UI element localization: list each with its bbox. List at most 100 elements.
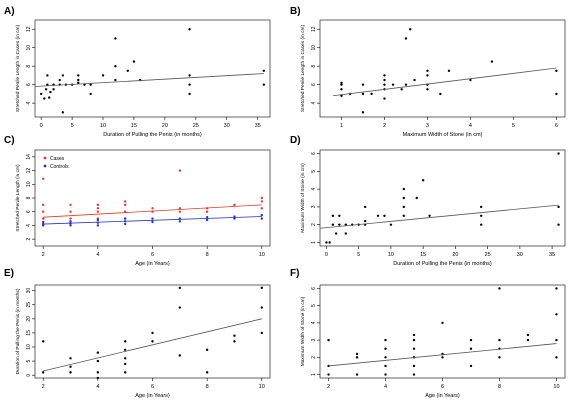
data-point: [123, 340, 127, 343]
data-point: [334, 232, 338, 235]
y-axis-label: Stretched Penile Length in Cases (in cm): [300, 25, 306, 113]
data-point: [96, 218, 100, 222]
data-point: [69, 357, 72, 360]
y-tick-label: 1: [311, 373, 317, 376]
panel-3: C) 2 4 6 8 10 2 4 6 8 10 12 14 Age (in Years) Stretche…: [4, 135, 271, 267]
data-point: [151, 331, 154, 335]
data-point: [415, 196, 418, 200]
y-axis-label: Stretched Penile Length (in cm): [15, 164, 21, 232]
x-tick-label: 25: [485, 252, 491, 258]
data-point: [41, 217, 45, 220]
y-tick-label: 12: [311, 26, 317, 32]
data-point: [260, 331, 264, 335]
trend-line: [34, 73, 264, 87]
data-point: [96, 351, 100, 354]
y-tick-label: 1: [311, 241, 317, 244]
data-point: [188, 74, 191, 77]
data-point: [69, 217, 72, 220]
data-point: [262, 69, 266, 73]
data-point: [132, 60, 136, 63]
data-point: [469, 338, 473, 342]
data-point: [412, 364, 416, 368]
data-point: [151, 217, 154, 220]
data-point: [555, 313, 558, 316]
x-tick-label: 20: [452, 252, 458, 258]
data-point: [376, 214, 380, 217]
data-point: [123, 203, 127, 207]
y-tick-label: 6: [26, 210, 32, 213]
x-tick-label: 3: [426, 123, 429, 129]
data-point: [402, 196, 406, 200]
data-point: [355, 373, 359, 376]
data-point: [96, 207, 100, 210]
data-point: [412, 333, 416, 337]
data-point: [338, 214, 341, 217]
data-point: [69, 371, 72, 374]
data-point: [340, 81, 343, 85]
x-tick-label: 25: [193, 123, 199, 129]
data-point: [498, 287, 501, 290]
y-tick-label: 3: [311, 339, 317, 342]
plot-frame: [319, 19, 566, 118]
data-point: [96, 203, 100, 207]
x-tick-label: 8: [498, 384, 501, 390]
data-point: [233, 217, 236, 220]
data-point: [41, 177, 45, 180]
data-point: [383, 83, 386, 86]
data-point: [123, 371, 127, 374]
data-point: [260, 196, 264, 200]
x-tick-label: 10: [100, 123, 106, 129]
y-tick-label: 6: [311, 83, 317, 86]
legend-label: Controls: [50, 164, 69, 170]
data-point: [479, 214, 483, 217]
y-tick-label: 4: [26, 224, 32, 227]
y-axis-label: Maximum Width of Stone (in cm): [300, 163, 306, 233]
data-point: [555, 92, 558, 96]
y-tick-label: 0: [26, 374, 32, 377]
x-tick-label: 30: [224, 123, 230, 129]
x-tick-label: 2: [383, 123, 386, 129]
y-tick-label: 2: [311, 356, 317, 359]
data-point: [123, 362, 127, 366]
legend-marker: [43, 156, 47, 160]
data-point: [41, 340, 45, 343]
data-point: [384, 373, 387, 376]
data-point: [77, 74, 80, 77]
data-point: [114, 37, 117, 40]
y-tick-label: 8: [311, 65, 317, 68]
panel-4: D) 0 5 10 15 20 25 30 35 1 2 3 4 5 6 Duration of Pullin…: [290, 135, 566, 267]
data-point: [557, 205, 560, 209]
data-point: [469, 364, 473, 368]
data-point: [178, 210, 182, 213]
x-axis-label: Age (in Years): [135, 393, 170, 399]
data-point: [233, 203, 236, 207]
data-point: [426, 69, 429, 73]
x-axis-label: Maximum Width of Stone (in cm): [403, 132, 483, 138]
plot-frame: [319, 149, 566, 247]
data-point: [123, 217, 127, 220]
data-point: [428, 214, 431, 217]
x-tick-label: 15: [420, 252, 426, 258]
data-point: [441, 356, 444, 359]
trend-line: [328, 343, 557, 367]
panel-label: E): [4, 268, 14, 279]
x-tick-label: 6: [441, 384, 444, 390]
data-point: [205, 371, 209, 374]
x-tick-label: 4: [96, 384, 99, 390]
y-tick-label: 14: [26, 154, 32, 160]
data-point: [123, 357, 127, 360]
data-point: [404, 37, 408, 40]
y-tick-label: 15: [26, 330, 32, 336]
data-point: [89, 92, 92, 96]
y-tick-label: 12: [26, 168, 32, 174]
y-tick-label: 6: [311, 287, 317, 290]
data-point: [69, 365, 72, 368]
data-point: [260, 207, 264, 210]
x-tick-label: 5: [357, 252, 360, 258]
panel-label: F): [290, 268, 299, 279]
plot-frame: [34, 284, 271, 379]
data-point: [178, 220, 182, 223]
data-point: [355, 352, 359, 356]
data-point: [557, 223, 560, 226]
